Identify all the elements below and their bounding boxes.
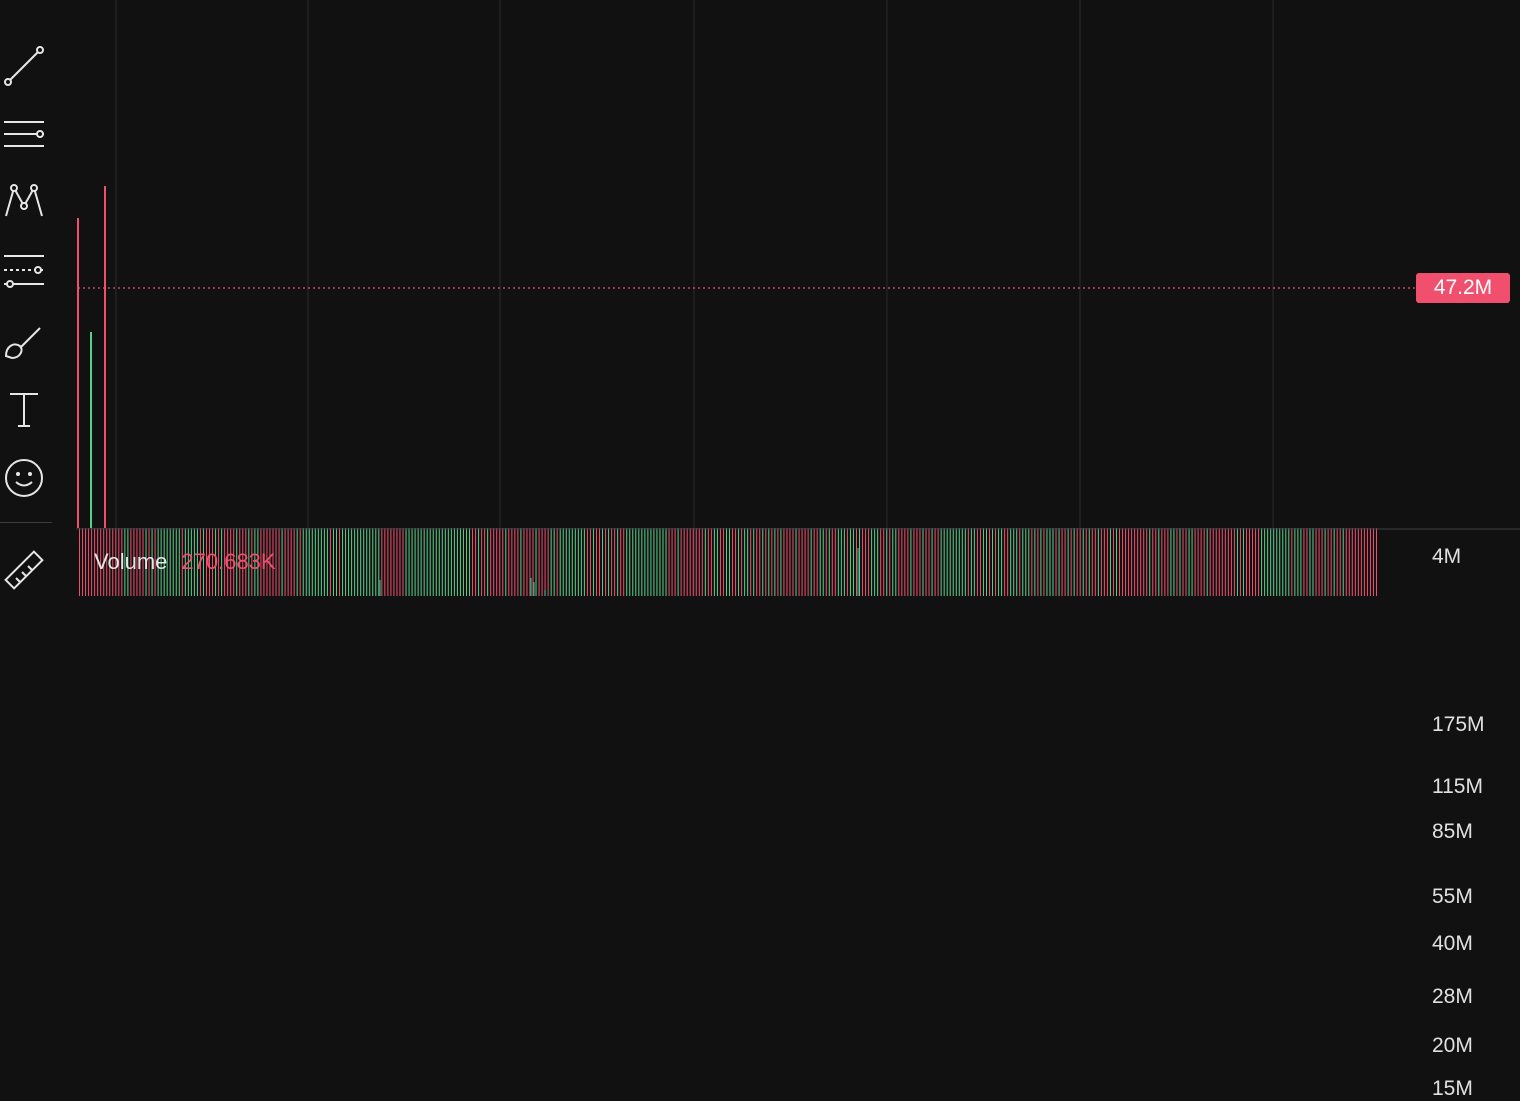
y-tick-label: 20M [1432,1034,1473,1058]
volume-legend: Volume 270.683K [94,549,276,575]
current-price-badge: 47.2M [1416,273,1510,303]
volume-label: Volume [94,549,168,574]
y-tick-label: 40M [1432,931,1473,955]
volume-value: 270.683K [181,549,276,574]
fib-levels-tool[interactable] [0,246,48,294]
emoji-tool[interactable] [0,454,48,502]
brush-tool[interactable] [0,318,48,366]
volume-tick-label: 4M [1432,545,1462,568]
text-icon [10,393,38,427]
fib-levels-icon [4,255,44,288]
y-tick-label: 85M [1432,820,1473,844]
candlestick-chart[interactable] [0,0,1520,596]
ruler-icon [4,550,44,590]
chart-grid [115,0,1274,596]
y-tick-label: 15M [1432,1076,1473,1100]
brush-icon [4,327,41,360]
y-tick-label: 175M [1432,713,1485,737]
horizontal-lines-tool[interactable] [0,110,48,158]
trend-line-icon [4,46,44,86]
text-tool[interactable] [0,386,48,434]
y-tick-label: 55M [1432,884,1473,908]
ruler-tool[interactable] [0,546,48,594]
pattern-tool[interactable] [0,178,48,226]
pattern-icon [5,184,43,217]
emoji-icon [5,459,43,497]
trend-line-tool[interactable] [0,42,48,90]
y-tick-label: 115M [1432,775,1483,799]
horizontal-lines-icon [4,121,44,147]
candles [77,186,1377,596]
y-tick-label: 28M [1432,984,1473,1008]
drawing-toolbar [0,0,56,596]
toolbar-separator [0,522,52,523]
volume-bars [379,548,859,596]
